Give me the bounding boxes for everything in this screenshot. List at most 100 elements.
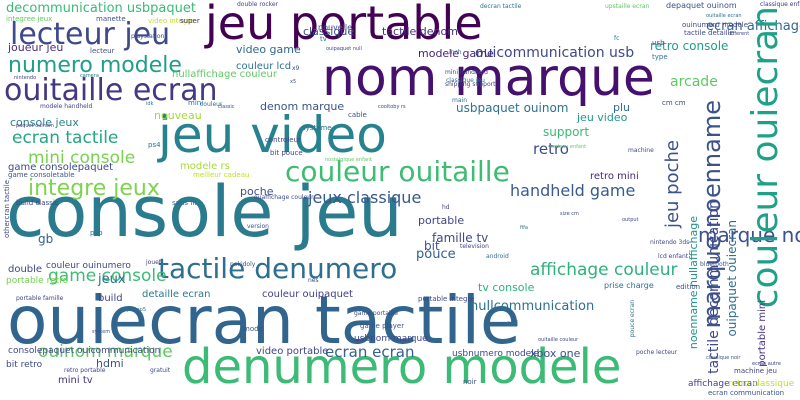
cloud-word: classic xyxy=(218,104,235,110)
cloud-word: cm cm xyxy=(662,99,686,107)
cloud-word: ouaffichage couleur xyxy=(254,194,314,201)
cloud-word: psp xyxy=(90,229,103,237)
cloud-word: ecran communication xyxy=(708,389,785,397)
cloud-word: hdmi xyxy=(96,357,124,370)
cloud-word-vertical: couleur ouiecran xyxy=(745,6,786,309)
cloud-word: double xyxy=(8,264,43,275)
cloud-word-vertical: jeu poche xyxy=(662,140,683,229)
cloud-word: modele game xyxy=(418,47,494,60)
cloud-word: nouveau xyxy=(154,109,202,122)
cloud-word: tactile denumero xyxy=(158,252,398,285)
cloud-word: camera xyxy=(80,73,99,79)
cloud-word: poche xyxy=(240,185,274,198)
cloud-word: idk xyxy=(146,101,154,107)
cloud-word: different xyxy=(728,31,750,37)
cloud-word: couleur ouinumero xyxy=(46,261,131,271)
cloud-word: video integre xyxy=(148,17,195,25)
cloud-word: game consoletable xyxy=(8,171,75,179)
cloud-word: systeme xyxy=(302,124,332,132)
cloud-word: mini tv xyxy=(58,375,93,386)
cloud-word: tactile detaille xyxy=(684,29,734,37)
cloud-word: double rocker xyxy=(237,1,279,8)
cloud-word: jeux xyxy=(98,272,126,287)
cloud-word: edition xyxy=(676,283,701,291)
cloud-word: manette xyxy=(96,15,126,23)
cloud-word: nostalgique enfant xyxy=(325,157,373,163)
cloud-word: nouvelle xyxy=(318,23,353,32)
cloud-word: ecran ecran xyxy=(325,343,415,361)
cloud-word: mini console xyxy=(28,148,136,168)
cloud-word: nom marque xyxy=(322,48,655,108)
cloud-word: lecteur jeu xyxy=(10,17,171,52)
cloud-word: super xyxy=(180,17,200,25)
cloud-word: famille tv xyxy=(432,231,489,245)
cloud-word: meilleur cadeau xyxy=(193,171,250,179)
cloud-word: couleur ouitaille xyxy=(285,155,510,188)
cloud-word: classique jeu xyxy=(446,77,485,84)
cloud-word: marque noenname xyxy=(698,223,800,247)
cloud-word: prise charge xyxy=(604,281,654,290)
cloud-word-vertical: othercran tactile xyxy=(3,180,11,238)
cloud-word: video game xyxy=(236,43,301,56)
cloud-word: nintendo xyxy=(14,75,37,81)
cloud-word: x9 xyxy=(292,65,300,72)
cloud-word: upstaille ecran xyxy=(605,3,650,10)
cloud-word: tv console xyxy=(478,281,535,294)
cloud-word: cable xyxy=(348,111,367,119)
cloud-word: ouicommunication usb xyxy=(475,45,635,61)
cloud-word: x5 xyxy=(290,79,297,85)
cloud-word: detaille ecran xyxy=(142,289,211,300)
cloud-word: shipping support xyxy=(445,81,496,88)
cloud-word: joueur jeu xyxy=(8,41,64,54)
cloud-word: fifa xyxy=(520,225,528,231)
cloud-word: machine xyxy=(628,147,654,154)
cloud-word: mini xyxy=(188,99,204,107)
cloud-word: lecteur xyxy=(90,47,115,55)
cloud-word: classique noir xyxy=(706,355,741,361)
cloud-word: ouitaille couleur xyxy=(538,337,579,343)
cloud-word: retro portable xyxy=(64,367,106,374)
cloud-word: ouitaille ecran xyxy=(706,13,742,19)
cloud-word: retro mini xyxy=(590,171,639,182)
cloud-word: support xyxy=(543,125,590,139)
cloud-word: arcade xyxy=(670,74,718,90)
cloud-word: nullcommunication xyxy=(470,299,595,314)
cloud-word: noir xyxy=(463,378,477,386)
cloud-word: game player xyxy=(360,322,405,330)
cloud-word: ecran affichage xyxy=(706,19,800,34)
cloud-word: ouiecran tactile xyxy=(7,282,521,359)
cloud-word: integree jeux xyxy=(6,15,53,23)
cloud-word: cadeau enfant xyxy=(550,144,587,150)
cloud-word: numero modele xyxy=(8,53,182,78)
cloud-word: jouet xyxy=(146,259,162,266)
cloud-word: denumero modele xyxy=(182,339,622,395)
cloud-word: mp4 mp5 xyxy=(122,307,147,313)
cloud-word: game console xyxy=(48,266,167,286)
cloud-word: controleur xyxy=(265,136,301,144)
cloud-word: classique xyxy=(303,25,355,38)
cloud-word: nullaffichage couleur xyxy=(172,69,278,80)
cloud-word: usbnumero modele xyxy=(452,349,540,359)
cloud-word: build xyxy=(98,293,123,304)
cloud-word: couleur lcd xyxy=(236,61,292,72)
cloud-word: portable retro xyxy=(6,276,69,286)
cloud-word: bit xyxy=(424,239,440,253)
cloud-word: hd xyxy=(442,204,450,211)
cloud-word: ouipaquet null xyxy=(326,46,362,52)
cloud-word: couleur xyxy=(200,101,223,108)
cloud-word: paquet ouinom xyxy=(16,123,54,129)
cloud-word: bluetooth xyxy=(700,261,729,268)
cloud-word: ecran autre xyxy=(752,361,781,367)
cloud-word: jeu video xyxy=(158,106,387,164)
cloud-word: depaquet ouinom xyxy=(666,1,737,10)
cloud-word-vertical: ouipaquet ouiecran xyxy=(725,220,739,337)
cloud-word: game consolepaquet xyxy=(8,162,113,173)
cloud-word: xbox one xyxy=(530,347,581,360)
cloud-word: sans fil xyxy=(172,199,197,207)
cloud-word: television xyxy=(460,243,489,250)
cloud-word: denom marque xyxy=(260,100,345,113)
cloud-word-vertical: tactile decommunication xyxy=(706,200,722,374)
cloud-word: lcd enfant xyxy=(658,253,689,260)
cloud-word: system xyxy=(92,329,111,335)
cloud-word: gb xyxy=(38,232,54,246)
